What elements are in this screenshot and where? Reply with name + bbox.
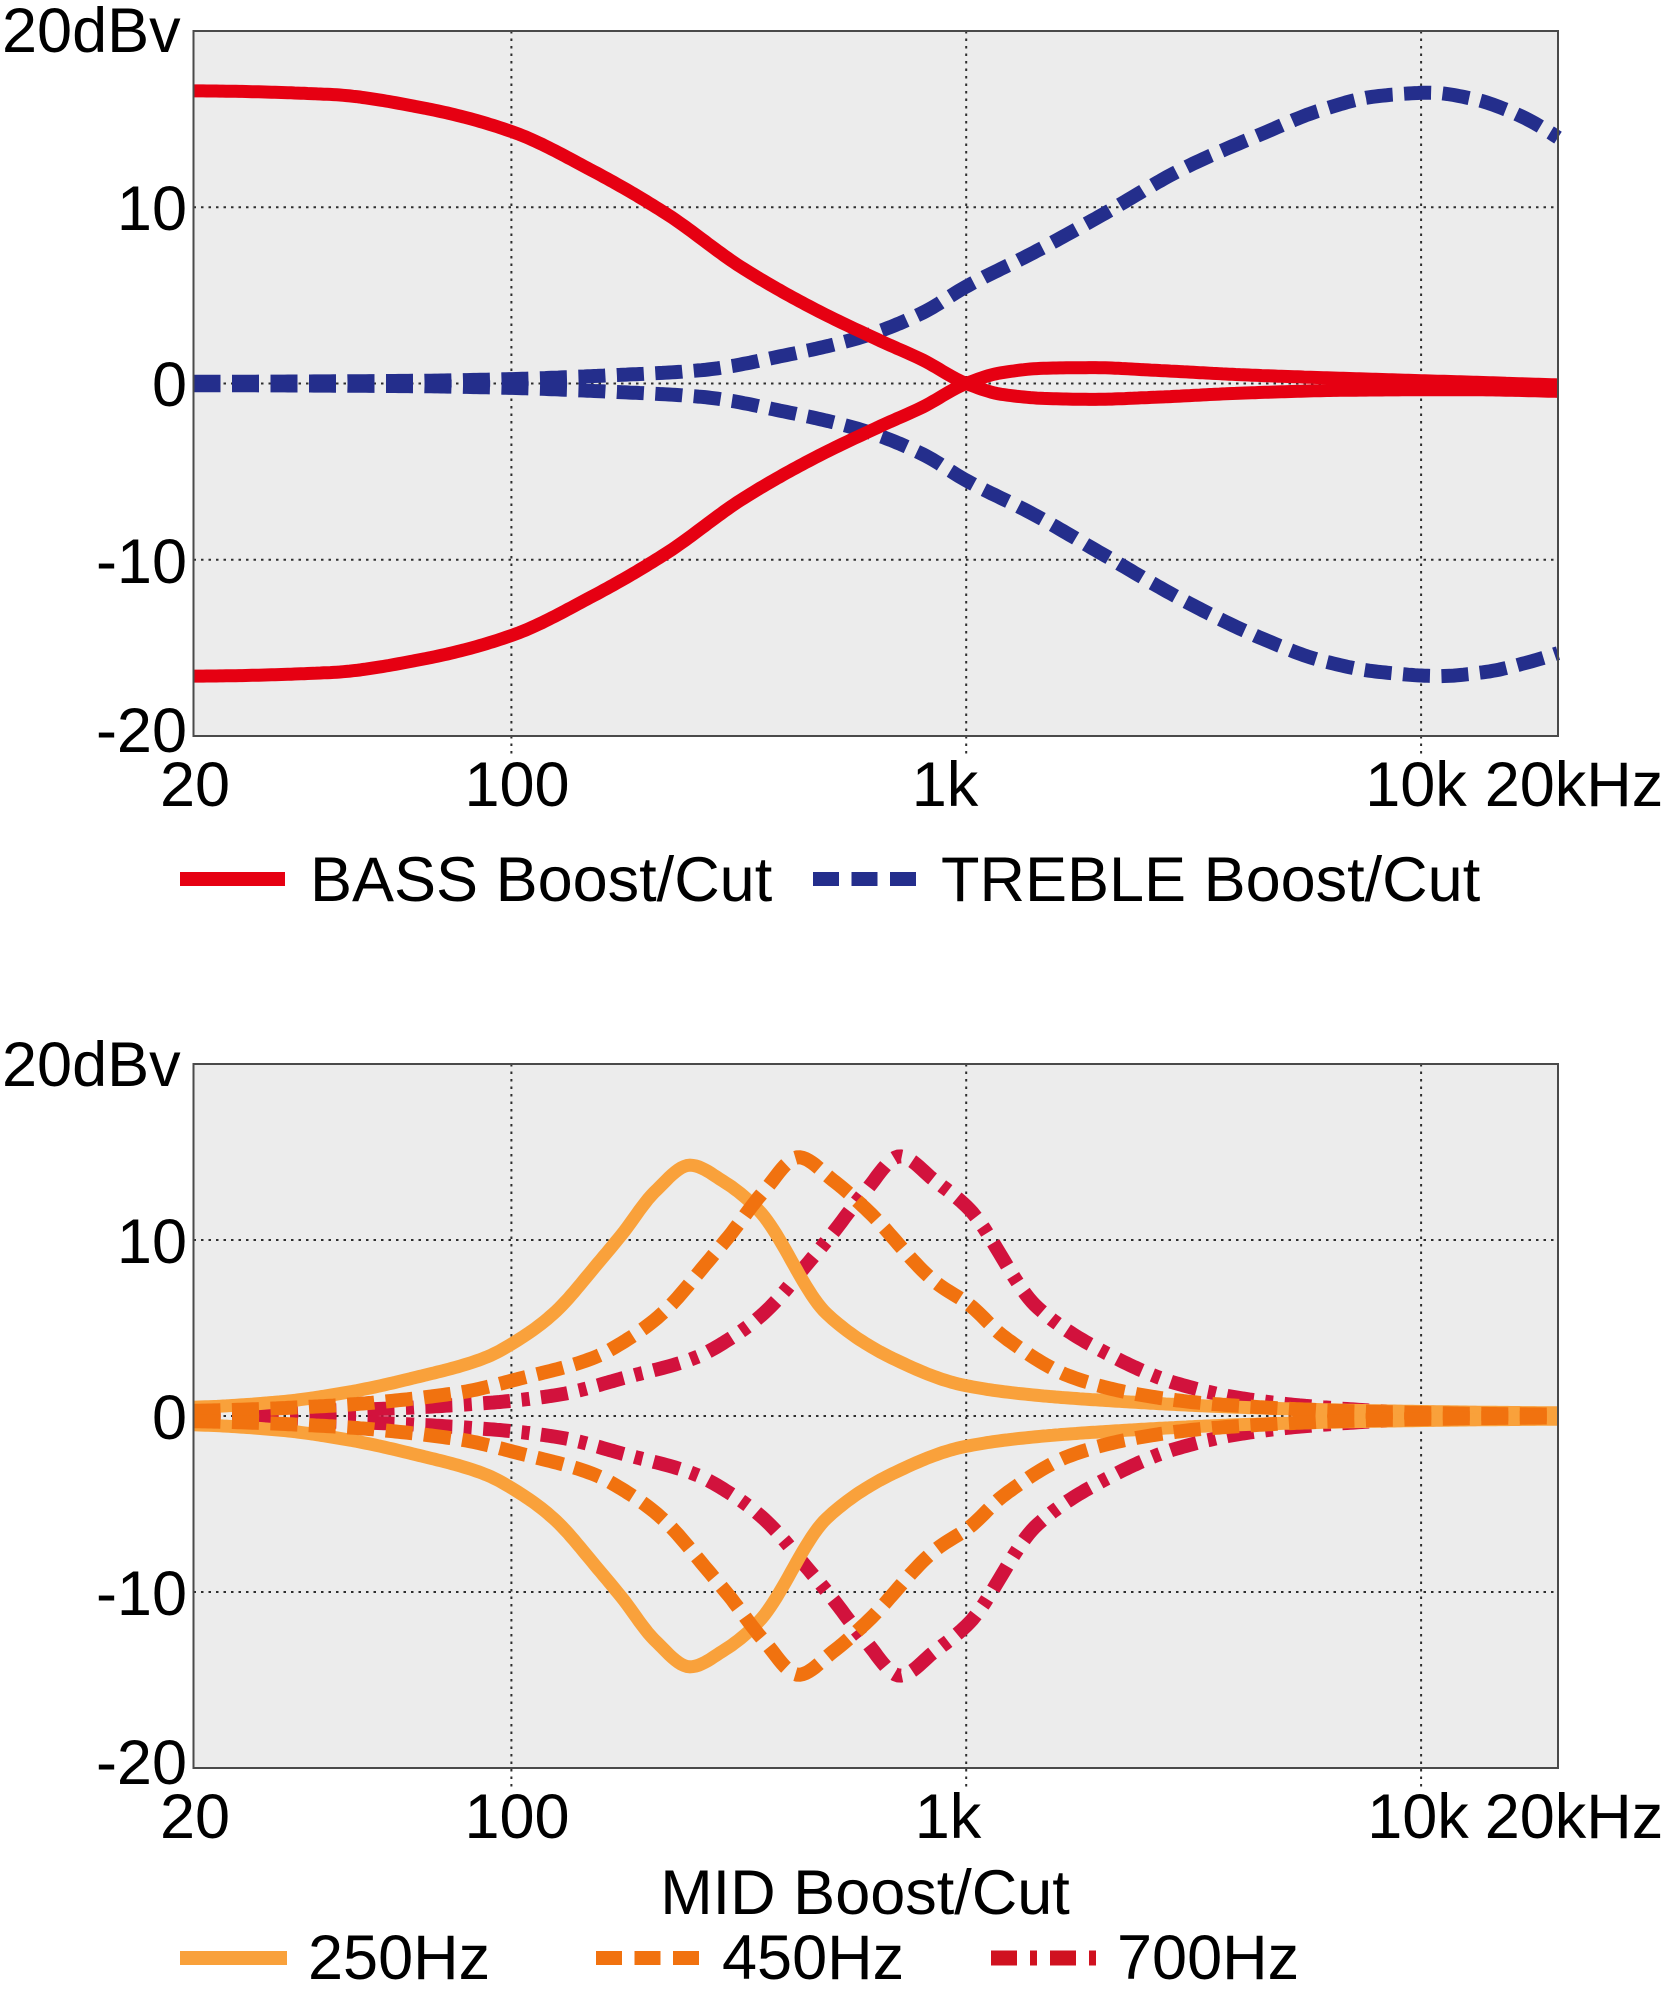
svg-text:10k: 10k <box>1367 1782 1469 1852</box>
svg-text:-10: -10 <box>96 527 187 597</box>
svg-text:100: 100 <box>464 750 569 820</box>
svg-text:450Hz: 450Hz <box>722 1923 904 1993</box>
svg-text:BASS Boost/Cut: BASS Boost/Cut <box>310 845 773 915</box>
svg-text:700Hz: 700Hz <box>1117 1923 1299 1993</box>
svg-text:MID Boost/Cut: MID Boost/Cut <box>660 1858 1070 1928</box>
svg-text:-20: -20 <box>96 696 187 766</box>
svg-text:20kHz: 20kHz <box>1485 1782 1664 1852</box>
svg-text:0: 0 <box>152 1383 187 1453</box>
svg-text:20: 20 <box>160 750 230 820</box>
svg-text:0: 0 <box>152 350 187 420</box>
svg-text:100: 100 <box>464 1782 569 1852</box>
svg-text:-20: -20 <box>96 1728 187 1798</box>
svg-text:250Hz: 250Hz <box>308 1923 490 1993</box>
svg-text:-10: -10 <box>96 1559 187 1629</box>
svg-text:20dBv: 20dBv <box>2 1030 181 1100</box>
svg-text:TREBLE Boost/Cut: TREBLE Boost/Cut <box>941 845 1481 915</box>
svg-text:20dBv: 20dBv <box>2 0 181 66</box>
svg-text:10: 10 <box>117 1207 187 1277</box>
svg-text:1k: 1k <box>912 750 979 820</box>
svg-text:10: 10 <box>117 174 187 244</box>
svg-text:20kHz: 20kHz <box>1485 750 1664 820</box>
svg-text:10k: 10k <box>1365 750 1467 820</box>
svg-text:1k: 1k <box>915 1782 982 1852</box>
svg-text:20: 20 <box>160 1782 230 1852</box>
